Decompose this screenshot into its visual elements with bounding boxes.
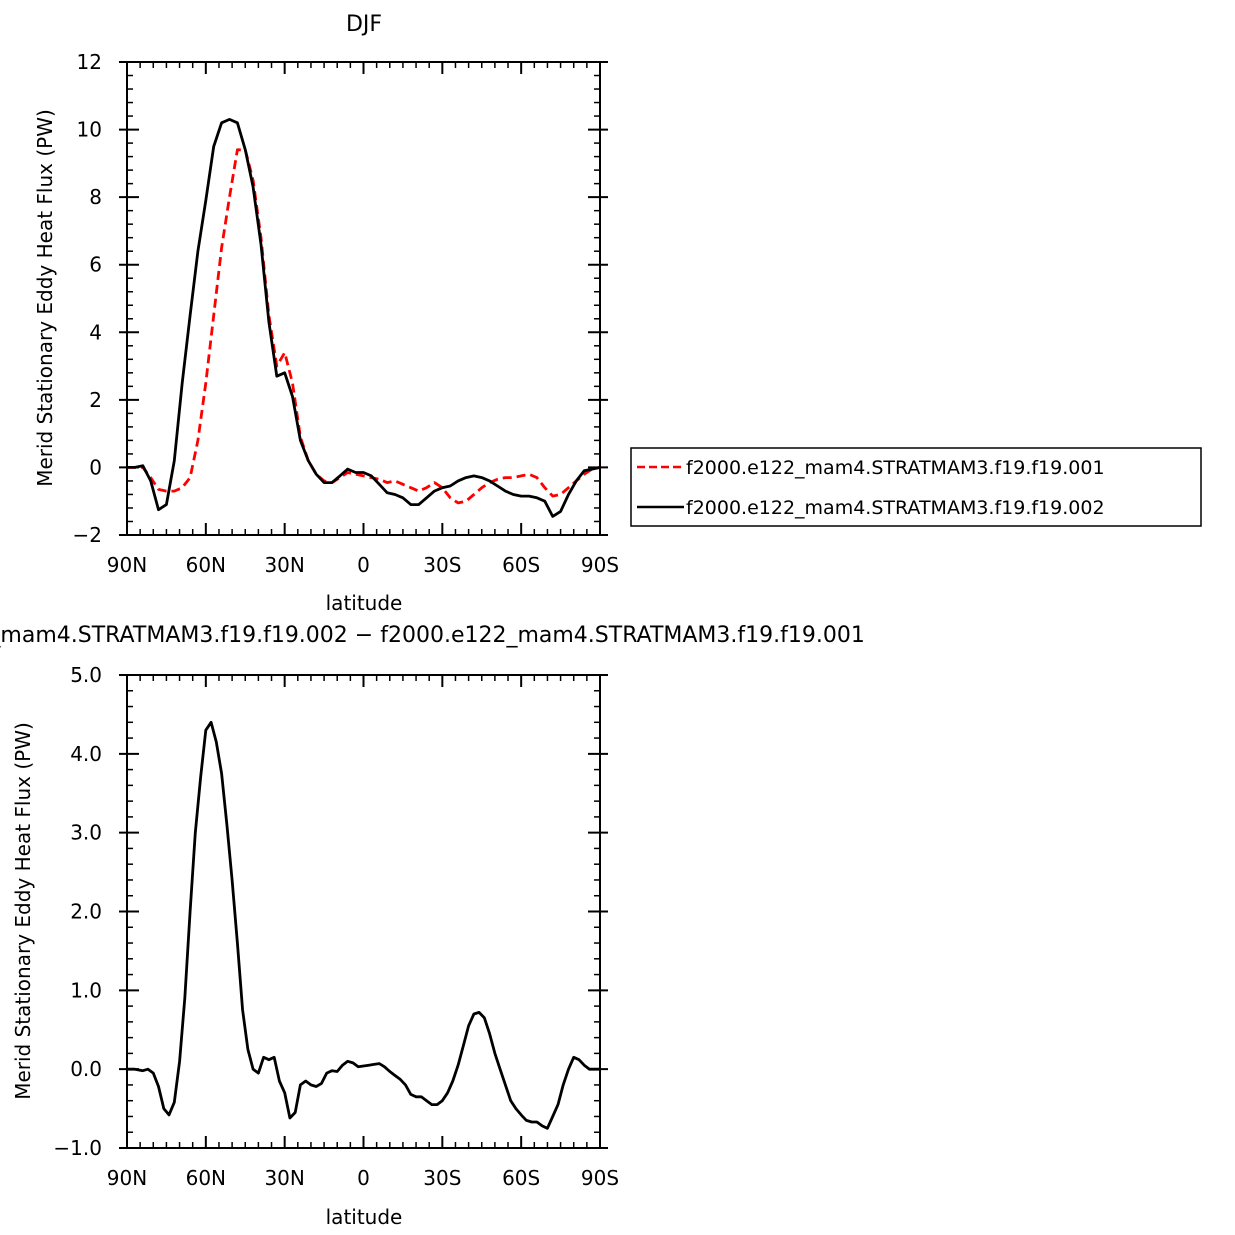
bottom-y-tick-label: 1.0: [70, 978, 102, 1002]
top-x-tick-label: 60N: [186, 553, 226, 577]
bottom-chart-y-axis-label: Merid Stationary Eddy Heat Flux (PW): [11, 722, 35, 1100]
top-y-tick-label: 12: [77, 50, 102, 74]
bottom-x-tick-label: 60N: [186, 1166, 226, 1190]
top-y-tick-label: 10: [77, 118, 102, 142]
bottom-x-tick-label: 60S: [502, 1166, 540, 1190]
top-y-tick-label: 8: [89, 185, 102, 209]
top-chart-plot-frame: [126, 61, 601, 536]
top-chart-x-axis-label: latitude: [326, 591, 403, 615]
top-series-line-1: [127, 148, 601, 505]
bottom-x-tick-label: 30S: [423, 1166, 461, 1190]
top-chart-legend: f2000.e122_mam4.STRATMAM3.f19.f19.001 f2…: [630, 447, 1202, 527]
bottom-y-tick-label: 3.0: [70, 821, 102, 845]
bottom-x-tick-label: 0: [357, 1166, 370, 1190]
bottom-y-tick-label: 0.0: [70, 1057, 102, 1081]
bottom-chart-panel: f2000.e122_mam4.STRATMAM3.f19.f19.002 − …: [0, 623, 865, 1229]
bottom-chart-plot-frame: [126, 674, 601, 1149]
top-x-tick-label: 90S: [581, 553, 619, 577]
top-x-tick-label: 30N: [264, 553, 304, 577]
top-chart-panel: DJF 90N 60N 30N 0 30S 60S 90S −2 0 2 4 6 8 10 12 lati…: [33, 12, 1202, 615]
top-series-line-2: [127, 118, 601, 518]
top-chart-x-tick-labels: 90N 60N 30N 0 30S 60S 90S: [107, 553, 619, 577]
bottom-y-tick-label: −1.0: [53, 1136, 102, 1160]
top-y-tick-label: 4: [89, 320, 102, 344]
bottom-chart-series-group: [127, 720, 600, 1130]
bottom-series-line-1: [127, 720, 600, 1130]
bottom-x-tick-label: 90N: [107, 1166, 147, 1190]
bottom-chart-x-axis-label: latitude: [326, 1205, 403, 1229]
bottom-y-tick-label: 5.0: [70, 663, 102, 687]
top-x-tick-label: 0: [357, 553, 370, 577]
bottom-x-tick-label: 30N: [264, 1166, 304, 1190]
bottom-chart-y-tick-labels: −1.0 0.0 1.0 2.0 3.0 4.0 5.0: [53, 663, 102, 1160]
top-chart-y-axis-label: Merid Stationary Eddy Heat Flux (PW): [33, 109, 57, 487]
top-x-tick-label: 60S: [502, 553, 540, 577]
top-x-tick-label: 30S: [423, 553, 461, 577]
bottom-chart-ticks: [119, 674, 608, 1149]
bottom-y-tick-label: 4.0: [70, 742, 102, 766]
bottom-x-tick-label: 90S: [581, 1166, 619, 1190]
top-y-tick-label: 0: [89, 455, 102, 479]
top-y-tick-label: 2: [89, 388, 102, 412]
bottom-chart-title: f2000.e122_mam4.STRATMAM3.f19.f19.002 − …: [0, 623, 865, 648]
legend-frame: [630, 447, 1202, 527]
legend-label-series-2: f2000.e122_mam4.STRATMAM3.f19.f19.002: [686, 497, 1105, 519]
top-y-tick-label: −2: [73, 523, 102, 547]
bottom-chart-x-tick-labels: 90N 60N 30N 0 30S 60S 90S: [107, 1166, 619, 1190]
top-x-tick-label: 90N: [107, 553, 147, 577]
top-chart-series-group: [127, 118, 601, 518]
legend-label-series-1: f2000.e122_mam4.STRATMAM3.f19.f19.001: [686, 457, 1105, 479]
bottom-y-tick-label: 2.0: [70, 900, 102, 924]
top-chart-title: DJF: [346, 12, 382, 37]
top-y-tick-label: 6: [89, 253, 102, 277]
top-chart-y-tick-labels: −2 0 2 4 6 8 10 12: [73, 50, 102, 547]
